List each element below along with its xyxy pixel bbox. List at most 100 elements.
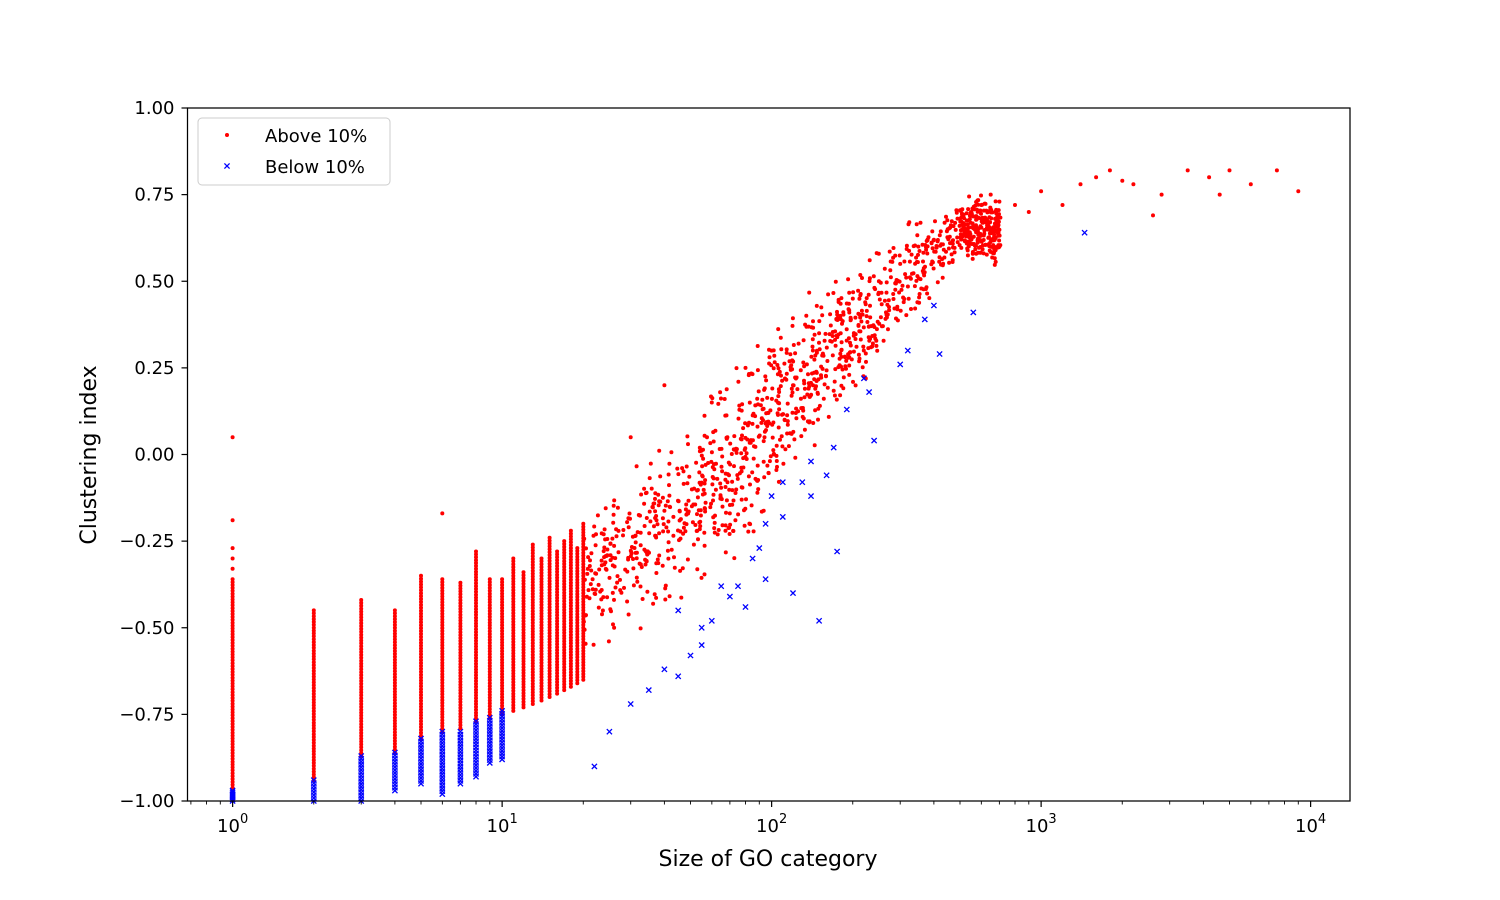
- data-point-above: [575, 623, 580, 628]
- data-point-above: [833, 343, 838, 348]
- data-point-above: [474, 713, 478, 718]
- data-point-above: [847, 363, 852, 368]
- data-point-above: [555, 564, 560, 568]
- data-point-above: [539, 576, 544, 581]
- data-point-above: [311, 697, 316, 702]
- data-point-above: [555, 668, 560, 673]
- data-point-above: [562, 579, 567, 584]
- data-point-above: [530, 620, 535, 625]
- data-point-above: [568, 635, 573, 640]
- data-point-above: [679, 595, 684, 600]
- data-point-above: [521, 699, 526, 704]
- data-point-above: [547, 680, 552, 685]
- data-point-above: [810, 348, 815, 353]
- data-point-above: [547, 637, 552, 642]
- data-point-above: [782, 417, 787, 422]
- data-point-above: [511, 685, 516, 690]
- data-point-above: [823, 331, 828, 336]
- data-point-above: [594, 571, 599, 576]
- data-point-above: [487, 658, 492, 663]
- data-point-above: [311, 651, 316, 656]
- data-point-above: [575, 566, 580, 571]
- data-point-above: [487, 678, 492, 683]
- data-point-above: [230, 655, 235, 660]
- data-point-above: [521, 682, 526, 687]
- data-point-above: [661, 522, 666, 527]
- data-point-above: [392, 646, 397, 651]
- data-point-above: [419, 634, 423, 639]
- data-point-above: [603, 537, 608, 542]
- data-point-above: [789, 386, 794, 391]
- data-point-above: [487, 577, 492, 582]
- data-point-above: [802, 386, 807, 391]
- data-point-above: [474, 656, 478, 660]
- data-point-above: [474, 641, 478, 646]
- data-point-above: [599, 558, 604, 563]
- data-point-above: [697, 449, 702, 454]
- data-point-above: [230, 658, 235, 663]
- data-point-above: [547, 654, 552, 659]
- data-point-above: [562, 556, 567, 561]
- data-point-above: [724, 436, 729, 441]
- data-point-above: [500, 614, 505, 619]
- data-point-above: [643, 549, 648, 554]
- data-point-above: [568, 655, 573, 660]
- data-point-above: [539, 686, 544, 691]
- data-point-above: [819, 375, 824, 380]
- data-point-above: [511, 579, 516, 584]
- data-point-above: [731, 498, 736, 503]
- data-point-below: [718, 583, 725, 590]
- data-point-above: [946, 246, 951, 251]
- data-point-above: [311, 712, 316, 716]
- data-point-above: [772, 353, 777, 358]
- data-point-above: [909, 252, 914, 257]
- data-point-above: [656, 503, 661, 508]
- data-point-above: [547, 555, 552, 560]
- data-point-above: [487, 606, 492, 611]
- data-point-above: [419, 698, 423, 703]
- data-point-above: [581, 527, 586, 532]
- data-point-above: [359, 638, 364, 643]
- data-point-below: [936, 350, 943, 358]
- data-point-above: [846, 352, 851, 357]
- data-point-above: [392, 628, 397, 633]
- data-point-above: [667, 493, 672, 498]
- data-point-above: [575, 586, 580, 591]
- data-point-above: [474, 679, 478, 683]
- data-point-above: [628, 435, 633, 440]
- data-point-above: [359, 742, 364, 747]
- data-point-above: [914, 255, 919, 260]
- data-point-above: [440, 646, 445, 651]
- data-point-below: [726, 593, 733, 600]
- data-point-above: [876, 279, 881, 284]
- data-point-above: [440, 654, 445, 659]
- data-point-above: [487, 698, 492, 703]
- data-point-above: [575, 649, 580, 654]
- data-point-above: [770, 386, 775, 391]
- data-point-above: [458, 691, 463, 696]
- data-point-above: [487, 620, 492, 625]
- data-point-above: [568, 563, 573, 568]
- data-point-above: [487, 689, 492, 694]
- data-point-above: [988, 249, 993, 254]
- data-point-above: [230, 753, 235, 758]
- data-point-above: [530, 554, 535, 559]
- data-point-above: [511, 708, 516, 713]
- data-point-above: [864, 314, 869, 319]
- data-point-above: [392, 657, 397, 662]
- data-point-above: [555, 624, 560, 629]
- data-point-above: [440, 617, 445, 622]
- data-point-above: [701, 456, 706, 461]
- data-point-above: [487, 672, 492, 677]
- data-point-above: [419, 652, 423, 657]
- data-point-above: [458, 586, 463, 591]
- data-point-above: [575, 658, 580, 663]
- data-point-above: [562, 668, 567, 673]
- data-point-above: [500, 588, 505, 593]
- data-point-above: [794, 406, 799, 411]
- data-point-above: [458, 644, 463, 649]
- data-point-above: [731, 528, 736, 533]
- data-point-above: [511, 697, 516, 702]
- data-point-above: [743, 421, 748, 426]
- data-point-above: [929, 262, 934, 267]
